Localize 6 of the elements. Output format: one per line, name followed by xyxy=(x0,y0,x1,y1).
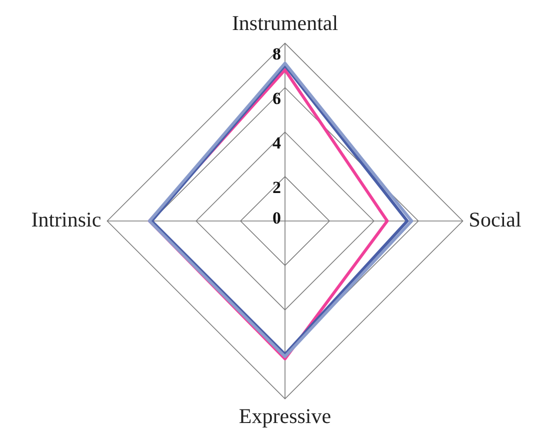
y-tick-label: 0 xyxy=(272,208,281,228)
spoke-label: Expressive xyxy=(238,404,332,428)
spoke-label: Instrumental xyxy=(232,11,338,36)
y-tick-label: 4 xyxy=(272,133,282,152)
spoke-label: Social xyxy=(468,208,522,232)
spoke-label: Intrinsic xyxy=(31,208,102,232)
